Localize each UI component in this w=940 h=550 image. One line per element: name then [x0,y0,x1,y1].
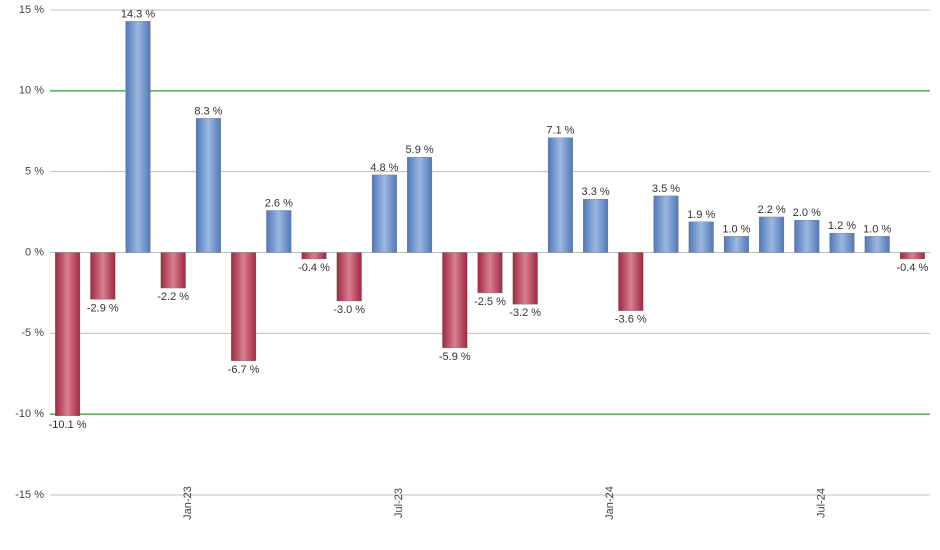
bar-value-label: 5.9 % [406,144,434,156]
bar-value-label: -2.9 % [87,302,119,314]
bar-value-label: 2.6 % [265,197,293,209]
bar [442,253,467,348]
bar-value-label: 1.0 % [863,223,891,235]
bar-value-label: -2.5 % [474,296,506,308]
bar-value-label: 4.8 % [370,162,398,174]
bar-value-label: 1.9 % [687,209,715,221]
bar [583,199,608,252]
bar [372,175,397,253]
bar [478,253,503,293]
bar [231,253,256,361]
bar [830,233,855,252]
y-tick-label: -10 % [15,408,44,420]
bar [618,253,643,311]
bar-value-label: 8.3 % [194,105,222,117]
bar-value-label: -3.2 % [509,307,541,319]
bar-value-label: -6.7 % [228,364,260,376]
bar [196,118,221,252]
x-tick-label: Jan-24 [604,486,616,520]
bar [689,222,714,253]
bar [865,236,890,252]
x-tick-label: Jul-24 [815,488,827,518]
y-tick-label: -5 % [21,327,44,339]
bar-value-label: 2.0 % [793,207,821,219]
x-tick-label: Jul-23 [393,488,405,518]
y-tick-label: 0 % [25,246,44,258]
bar [302,253,327,259]
bar-value-label: 3.5 % [652,183,680,195]
y-tick-label: 15 % [19,4,44,16]
bar-value-label: -0.4 % [897,262,929,274]
bar-value-label: -3.0 % [333,304,365,316]
bar-labels: -10.1 % -2.9 % 14.3 % -2.2 % 8.3 % -6.7 % 2.6 … [49,8,929,430]
bar [654,196,679,253]
bar [900,253,925,259]
bar-value-label: 1.2 % [828,220,856,232]
bar-value-label: -3.6 % [615,314,647,326]
bar [548,138,573,253]
bar-value-label: 7.1 % [546,125,574,137]
bar [161,253,186,289]
bar [266,210,291,252]
bar-value-label: -5.9 % [439,351,471,363]
x-tick-label: Jan-23 [182,486,194,520]
bar [55,253,80,416]
x-axis: Jan-23 Jul-23 Jan-24 Jul-24 [50,486,930,520]
bar-value-label: 1.0 % [722,223,750,235]
bar-value-label: -0.4 % [298,262,330,274]
bar-value-label: -2.2 % [157,291,189,303]
bar-value-label: 3.3 % [582,186,610,198]
y-tick-label: -15 % [15,489,44,501]
bar [759,217,784,253]
bar-value-label: 2.2 % [758,204,786,216]
bar [90,253,115,300]
y-tick-label: 10 % [19,85,44,97]
bar-value-label: 14.3 % [121,8,155,20]
bar [126,21,151,252]
chart-container: -15 % -10 % -5 % 0 % 5 % 10 % 15 % -10.1 % -2.9… [0,0,940,550]
bar [337,253,362,302]
bar [513,253,538,305]
y-tick-label: 5 % [25,166,44,178]
bar-value-label: -10.1 % [49,419,87,431]
bar [407,157,432,252]
bar [724,236,749,252]
y-axis: -15 % -10 % -5 % 0 % 5 % 10 % 15 % [15,4,44,501]
bar [794,220,819,252]
bar-chart: -15 % -10 % -5 % 0 % 5 % 10 % 15 % -10.1 % -2.9… [0,0,940,550]
